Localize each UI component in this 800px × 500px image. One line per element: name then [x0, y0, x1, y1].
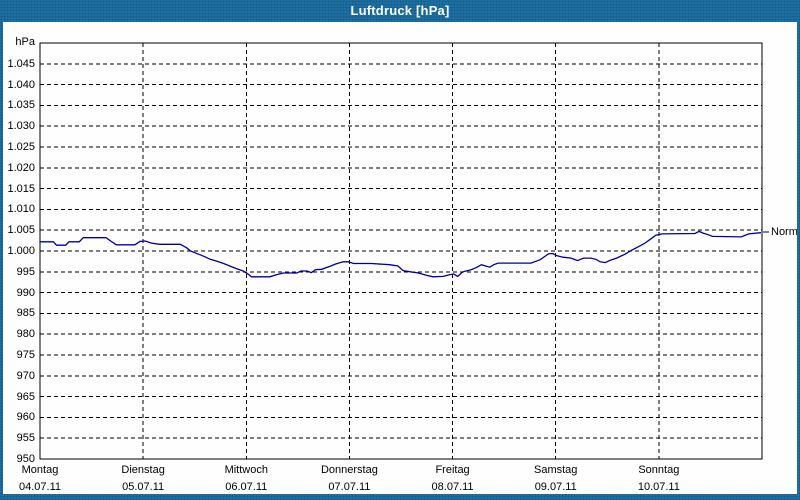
y-axis-tick-label: 960: [16, 411, 35, 424]
y-axis-tick-label: 1.035: [7, 99, 35, 112]
x-axis-day-label: Montag: [21, 464, 59, 476]
x-axis-date-label: 05.07.11: [122, 481, 165, 493]
window-title: Luftdruck [hPa]: [350, 3, 450, 18]
x-axis-date-label: 07.07.11: [328, 481, 371, 493]
x-axis-day-label: Sonntag: [638, 464, 680, 476]
y-axis-tick-label: 1.045: [7, 57, 35, 70]
y-axis-tick-label: 950: [16, 453, 35, 465]
y-axis-tick-label: 990: [16, 286, 35, 299]
y-axis-tick-label: 970: [16, 369, 35, 382]
y-axis-tick-label: 1.025: [7, 141, 35, 153]
pressure-series-line: [40, 230, 762, 278]
x-axis-date-label: 10.07.11: [637, 481, 680, 493]
x-axis-day-label: Dienstag: [121, 464, 165, 476]
x-axis-date-label: 08.07.11: [431, 481, 474, 493]
x-axis-date-label: 06.07.11: [225, 481, 268, 493]
y-axis-tick-label: 980: [16, 328, 35, 341]
x-axis-day-label: Mittwoch: [224, 464, 268, 476]
y-axis-tick-label: 1.000: [7, 245, 35, 257]
chart-plot-panel: hPa Normal 1.045 1.040 1.035 1.030 1.025 1.02…: [3, 22, 797, 494]
y-axis-tick-label: 1.030: [7, 120, 35, 133]
pressure-line-chart: [39, 42, 769, 460]
y-axis-tick-label: 1.010: [7, 203, 35, 216]
y-axis-tick-label: 965: [16, 390, 35, 403]
y-axis-tick-label: 1.005: [7, 224, 35, 237]
plot-border: [39, 42, 763, 460]
y-axis-tick-label: 955: [16, 432, 35, 445]
x-axis-date-label: 04.07.11: [18, 481, 61, 493]
y-axis-tick-label: 995: [16, 265, 35, 278]
x-axis-date-label: 09.07.11: [534, 481, 577, 493]
y-axis-tick-label: 1.015: [7, 182, 35, 195]
x-axis-day-label: Donnerstag: [320, 464, 378, 476]
y-axis-tick-label: 1.020: [7, 161, 35, 174]
y-axis-tick-label: 1.040: [7, 78, 35, 91]
y-axis-tick-label: 975: [16, 349, 35, 361]
y-axis-tick-label: 985: [16, 307, 35, 320]
y-axis-unit-label: hPa: [15, 36, 35, 48]
window-titlebar: Luftdruck [hPa]: [0, 0, 800, 22]
normal-pressure-label: Normal: [771, 225, 797, 238]
x-axis-day-label: Freitag: [435, 464, 470, 476]
x-axis-day-label: Samstag: [533, 464, 578, 476]
